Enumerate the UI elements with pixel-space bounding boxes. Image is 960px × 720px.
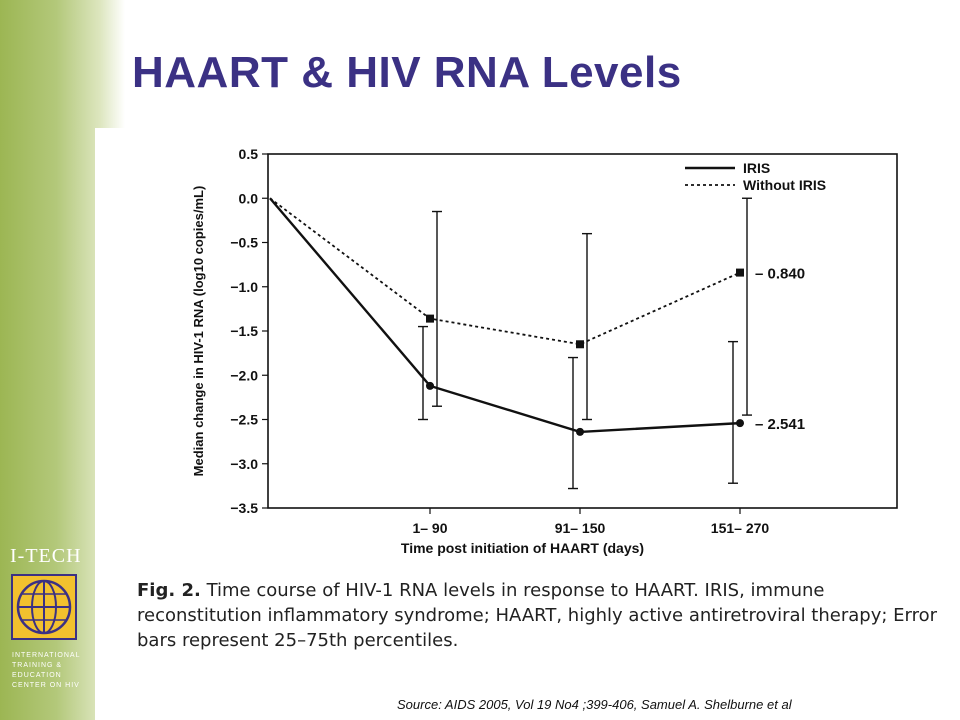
y-tick-label: −3.0 — [230, 456, 258, 472]
data-point — [736, 268, 744, 277]
logo-line: CENTER ON HIV — [12, 682, 80, 689]
itech-logo: I-TECH INTERNATIONAL TRAINING & EDUCATIO… — [8, 545, 90, 695]
x-tick-label: 91– 150 — [555, 520, 606, 536]
x-tick-label: 151– 270 — [711, 520, 770, 536]
figure-caption: Fig. 2. Time course of HIV-1 RNA levels … — [137, 578, 947, 653]
caption-text: Time course of HIV-1 RNA levels in respo… — [137, 580, 938, 651]
x-axis-label: Time post initiation of HAART (days) — [401, 540, 644, 556]
chart-svg: 0.5 0.0 −0.5 −1.0 −1.5 −2.0 −2.5 −3.0 −3.5 1– 90 9… — [191, 146, 898, 556]
y-tick-label: 0.5 — [239, 146, 259, 162]
y-tick-label: 0.0 — [239, 190, 259, 206]
plot-frame — [267, 153, 898, 509]
data-point — [426, 314, 434, 323]
iris-series-line — [269, 197, 741, 434]
logo-lines: INTERNATIONAL TRAINING & EDUCATION CENTE… — [12, 651, 90, 691]
series-end-label: – 2.541 — [755, 416, 805, 433]
y-axis-label: Median change in HIV-1 RNA (log10 copies… — [191, 186, 206, 477]
y-tick-label: −2.5 — [230, 412, 258, 428]
legend-label: Without IRIS — [743, 177, 826, 193]
logo-line: INTERNATIONAL — [12, 652, 81, 659]
series-end-label: – 0.840 — [755, 266, 805, 283]
without-iris-series-line — [269, 197, 741, 346]
data-point — [736, 419, 744, 428]
data-point — [576, 427, 584, 436]
source-citation: Source: AIDS 2005, Vol 19 No4 ;399-406, … — [397, 697, 792, 712]
y-tick-label: −3.5 — [230, 500, 258, 516]
data-point — [576, 340, 584, 349]
globe-icon — [11, 574, 77, 640]
logo-name: I-TECH — [10, 545, 82, 567]
caption-label: Fig. 2. — [137, 580, 201, 601]
x-tick-label: 1– 90 — [412, 520, 447, 536]
legend-label: IRIS — [743, 160, 770, 176]
chart: 0.5 0.0 −0.5 −1.0 −1.5 −2.0 −2.5 −3.0 −3.5 1– 90 9… — [175, 138, 915, 568]
y-tick-label: −1.0 — [230, 279, 258, 295]
sidebar-notch — [95, 128, 125, 720]
page-title: HAART & HIV RNA Levels — [132, 48, 682, 97]
y-tick-label: −2.0 — [230, 367, 258, 383]
logo-line: EDUCATION — [12, 672, 62, 679]
data-point — [426, 381, 434, 390]
logo-line: TRAINING & — [12, 662, 63, 669]
y-tick-label: −1.5 — [230, 323, 258, 339]
y-tick-label: −0.5 — [230, 235, 258, 251]
